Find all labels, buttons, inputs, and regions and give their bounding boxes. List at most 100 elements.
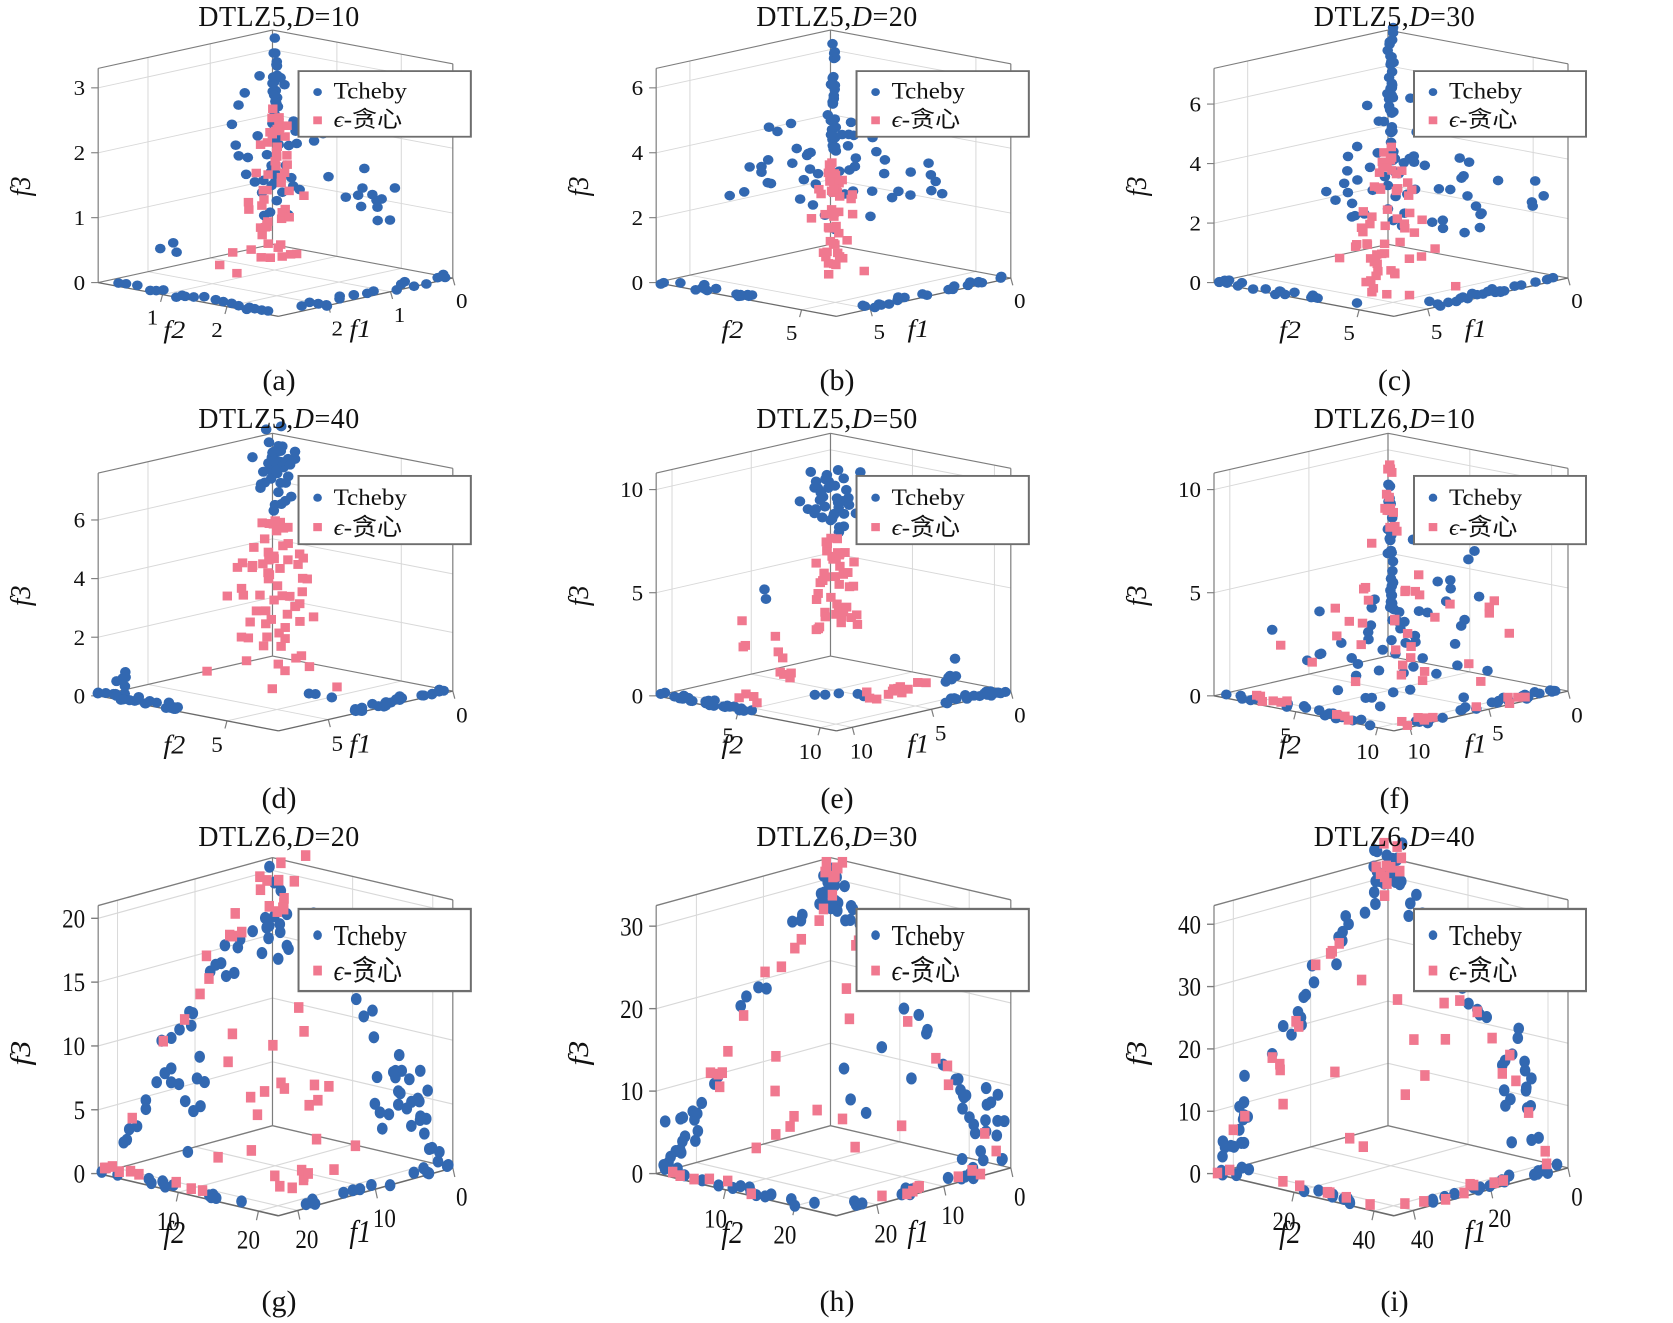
title-prefix: DTLZ6, <box>1313 822 1410 853</box>
legend-box <box>855 474 1030 546</box>
plot-caption-d: (d) <box>261 782 297 815</box>
tick-label: 5 <box>1431 320 1442 344</box>
title-var: D <box>293 822 315 853</box>
tick-label: 1 <box>394 303 406 327</box>
title-var: D <box>1409 404 1430 435</box>
data-points-greedy <box>99 850 361 1196</box>
legend-marker-square <box>871 116 880 125</box>
z-axis-label: f3 <box>563 586 594 607</box>
tick-label: 5 <box>74 1097 86 1126</box>
legend-marker-square <box>313 116 322 125</box>
data-points-greedy <box>1212 837 1552 1210</box>
legend-label: ϵ-贪心 <box>1449 955 1517 987</box>
tick-label: 6 <box>1190 92 1201 116</box>
tick-label: 6 <box>632 76 644 100</box>
legend-label: ϵ-贪心 <box>334 514 402 540</box>
x-axis-label: f1 <box>1465 314 1487 343</box>
tick-label: 4 <box>632 141 644 165</box>
plot-canvas-h: 0 10 20 30 0 10 20 10 20 f1 f2 f3 Tcheby ϵ-贪心 <box>563 856 1030 1250</box>
tick-label: 10 <box>620 478 643 502</box>
tick-label: 10 <box>157 1208 180 1237</box>
tick-label: 20 <box>237 1226 260 1255</box>
tick-label: 10 <box>373 1204 396 1233</box>
tick-label: 5 <box>1190 581 1201 605</box>
y-axis-label: f2 <box>1279 315 1301 344</box>
tick-label: 0 <box>1190 684 1201 708</box>
data-points-greedy <box>734 533 931 708</box>
x-axis-label: f1 <box>1465 1214 1487 1249</box>
title-value: =40 <box>314 404 360 435</box>
tick-label: 40 <box>1353 1226 1376 1255</box>
subplot-e: 0 5 10 0 5 10 5 10 f1 f2 f3 Tcheby ϵ-贪心 DTLZ5,D=50 (… <box>558 402 1116 820</box>
axis-tick-labels: 0 5 10 0 5 10 5 10 f1 f2 f3 <box>1121 478 1582 764</box>
tick-label: 2 <box>74 141 86 165</box>
tick-label: 0 <box>1014 703 1026 727</box>
legend-marker-circle <box>313 88 322 96</box>
tick-label: 20 <box>773 1221 796 1250</box>
tick-label: 10 <box>1356 740 1379 764</box>
z-axis-label: f3 <box>563 1041 595 1066</box>
tick-label: 0 <box>632 1160 644 1189</box>
title-value: =10 <box>1429 404 1476 435</box>
title-value: =40 <box>1429 822 1476 853</box>
tick-label: 30 <box>620 913 643 942</box>
tick-label: 15 <box>62 969 85 998</box>
tick-label: 2 <box>632 206 644 230</box>
legend-marker-circle <box>1428 930 1438 941</box>
subplot-a: 0 1 2 3 0 1 2 1 2 f1 f2 f3 Tcheby ϵ-贪心 DTLZ5,D=10 (a) <box>0 0 558 402</box>
plot-caption-c: (c) <box>1377 364 1412 397</box>
legend-box <box>297 474 472 546</box>
x-axis-label: f1 <box>349 314 371 343</box>
plot-caption-e: (e) <box>820 782 854 815</box>
legend-label: Tcheby <box>1449 80 1522 105</box>
legend-label: ϵ-贪心 <box>892 955 961 987</box>
plot-caption-i: (i) <box>1380 1285 1409 1318</box>
title-prefix: DTLZ5, <box>198 404 294 435</box>
tick-label: 5 <box>1343 321 1354 345</box>
z-axis-label: f3 <box>1121 586 1152 607</box>
tick-label: 40 <box>1411 1226 1434 1255</box>
y-axis-label: f2 <box>163 730 185 759</box>
tick-label: 20 <box>1488 1204 1511 1233</box>
data-points-greedy <box>806 158 869 279</box>
tick-label: 20 <box>62 905 85 934</box>
tick-label: 20 <box>874 1220 897 1249</box>
title-value: =10 <box>314 2 360 33</box>
data-points-tcheby <box>92 421 450 717</box>
legend-label: Tcheby <box>334 485 408 511</box>
tick-label: 10 <box>704 1205 727 1234</box>
data-points-greedy <box>1334 142 1461 300</box>
title-value: =20 <box>314 822 360 853</box>
tick-label: 0 <box>1571 703 1582 727</box>
x-axis-label: f1 <box>349 1213 371 1249</box>
legend-marker-square <box>313 965 322 976</box>
tick-label: 40 <box>1178 911 1201 940</box>
title-prefix: DTLZ5, <box>756 404 852 435</box>
subplot-i: 0 10 20 30 40 0 20 40 20 40 f1 f2 f3 Tcheby ϵ-贪心 DTLZ6… <box>1116 820 1673 1323</box>
plot-caption-b: (b) <box>819 364 855 397</box>
x-axis-label: f1 <box>907 314 929 343</box>
data-points-greedy <box>214 104 309 278</box>
legend-label: Tcheby <box>334 80 407 105</box>
tick-label: 10 <box>1407 739 1430 763</box>
legend-label: ϵ-贪心 <box>334 107 403 133</box>
tick-label: 5 <box>722 724 734 748</box>
plot-title-g: DTLZ6,D=20 <box>0 822 558 854</box>
title-var: D <box>1409 822 1430 853</box>
legend-marker-square <box>1428 523 1438 532</box>
tick-label: 0 <box>1190 271 1201 295</box>
plot-title-f: DTLZ6,D=10 <box>1116 404 1673 436</box>
legend: Tcheby ϵ-贪心 <box>1413 907 1587 993</box>
legend-label: Tcheby <box>892 485 966 511</box>
plot-title-a: DTLZ5,D=10 <box>0 2 558 34</box>
legend-label: Tcheby <box>1449 919 1523 951</box>
tick-label: 2 <box>332 316 344 340</box>
tick-label: 0 <box>632 271 644 295</box>
tick-label: 10 <box>941 1202 964 1231</box>
title-var: D <box>1409 2 1430 33</box>
tick-label: 10 <box>850 739 873 763</box>
